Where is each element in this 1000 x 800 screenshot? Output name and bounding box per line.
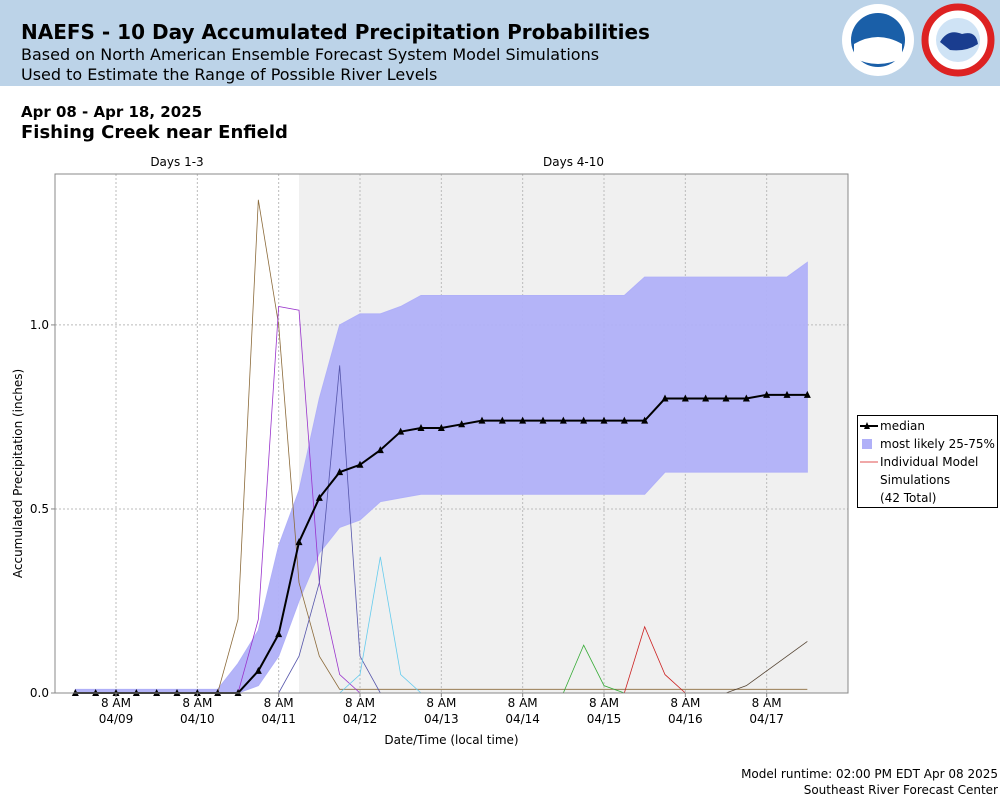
- median-marker: [600, 416, 608, 424]
- median-marker: [803, 390, 811, 398]
- median-marker: [356, 460, 364, 468]
- y-tick-label: 0.5: [30, 502, 49, 516]
- legend-count: (42 Total): [880, 491, 937, 505]
- footnote: Model runtime: 02:00 PM EDT Apr 08 2025: [741, 767, 998, 781]
- median-marker: [742, 394, 750, 402]
- median-marker: [376, 446, 384, 454]
- x-tick-label: 8 AM 04/17: [749, 696, 784, 726]
- nws-cloud: [940, 32, 978, 51]
- median-marker: [763, 390, 771, 398]
- location: Fishing Creek near Enfield: [21, 122, 288, 143]
- median-marker: [498, 416, 506, 424]
- legend-label: median: [880, 419, 925, 433]
- median-marker: [254, 666, 262, 674]
- x-tick-label: 8 AM 04/14: [505, 696, 540, 726]
- median-marker: [417, 423, 425, 431]
- legend-band-swatch: [862, 439, 872, 449]
- region-label: Days 1-3: [150, 155, 203, 169]
- legend-simulations: Individual Model Simulations (42 Total): [858, 453, 997, 507]
- median-marker: [458, 420, 466, 428]
- median-marker: [519, 416, 527, 424]
- legend-median: median: [858, 417, 925, 435]
- median-marker: [295, 538, 303, 546]
- legend-label: most likely 25-75%: [880, 437, 995, 451]
- median-marker: [783, 390, 791, 398]
- logos: [842, 3, 995, 77]
- legend: median most likely 25-75% Individual Mod…: [857, 415, 998, 508]
- legend-sim-swatch: [860, 461, 878, 463]
- x-tick-label: 8 AM 04/16: [668, 696, 703, 726]
- legend-median-swatch: [860, 422, 878, 429]
- x-axis-label: Date/Time (local time): [384, 733, 518, 747]
- median-marker: [641, 416, 649, 424]
- x-tick-label: 8 AM 04/11: [261, 696, 296, 726]
- x-tick-label: 8 AM 04/12: [342, 696, 378, 726]
- median-marker: [620, 416, 628, 424]
- title: NAEFS - 10 Day Accumulated Precipitation…: [21, 20, 650, 44]
- median-marker: [315, 493, 323, 501]
- median-marker: [580, 416, 588, 424]
- legend-band: most likely 25-75%: [858, 435, 995, 453]
- x-tick-label: 8 AM 04/10: [180, 696, 215, 726]
- band-area: [74, 261, 808, 694]
- y-tick-label: 1.0: [30, 318, 49, 332]
- median-marker: [559, 416, 567, 424]
- region: [55, 174, 299, 693]
- footnote: Southeast River Forecast Center: [803, 783, 998, 797]
- y-axis-label: Accumulated Precipitation (inches): [11, 369, 25, 578]
- x-tick-label: 8 AM 04/09: [98, 696, 134, 726]
- period: Apr 08 - Apr 18, 2025: [21, 103, 203, 121]
- median-marker: [336, 468, 344, 476]
- median-marker: [681, 394, 689, 402]
- subtitle: Used to Estimate the Range of Possible R…: [21, 65, 438, 84]
- nws-ring: [921, 3, 995, 77]
- median-marker: [722, 394, 730, 402]
- y-tick-label: 0.0: [30, 686, 49, 700]
- legend-label: Individual Model Simulations: [880, 455, 979, 487]
- x-tick-label: 8 AM 04/15: [586, 696, 622, 726]
- median-marker: [275, 630, 283, 638]
- median-marker: [702, 394, 710, 402]
- median-marker: [478, 416, 486, 424]
- median-marker: [661, 394, 669, 402]
- region-label: Days 4-10: [543, 155, 604, 169]
- header: [0, 0, 1000, 86]
- median-marker: [539, 416, 547, 424]
- plot-frame: [54, 173, 849, 694]
- subtitle: Based on North American Ensemble Forecas…: [21, 45, 600, 64]
- median-marker: [397, 427, 405, 435]
- x-tick-label: 8 AM 04/13: [424, 696, 459, 726]
- median-marker: [437, 423, 445, 431]
- noaa-bird: [854, 37, 902, 64]
